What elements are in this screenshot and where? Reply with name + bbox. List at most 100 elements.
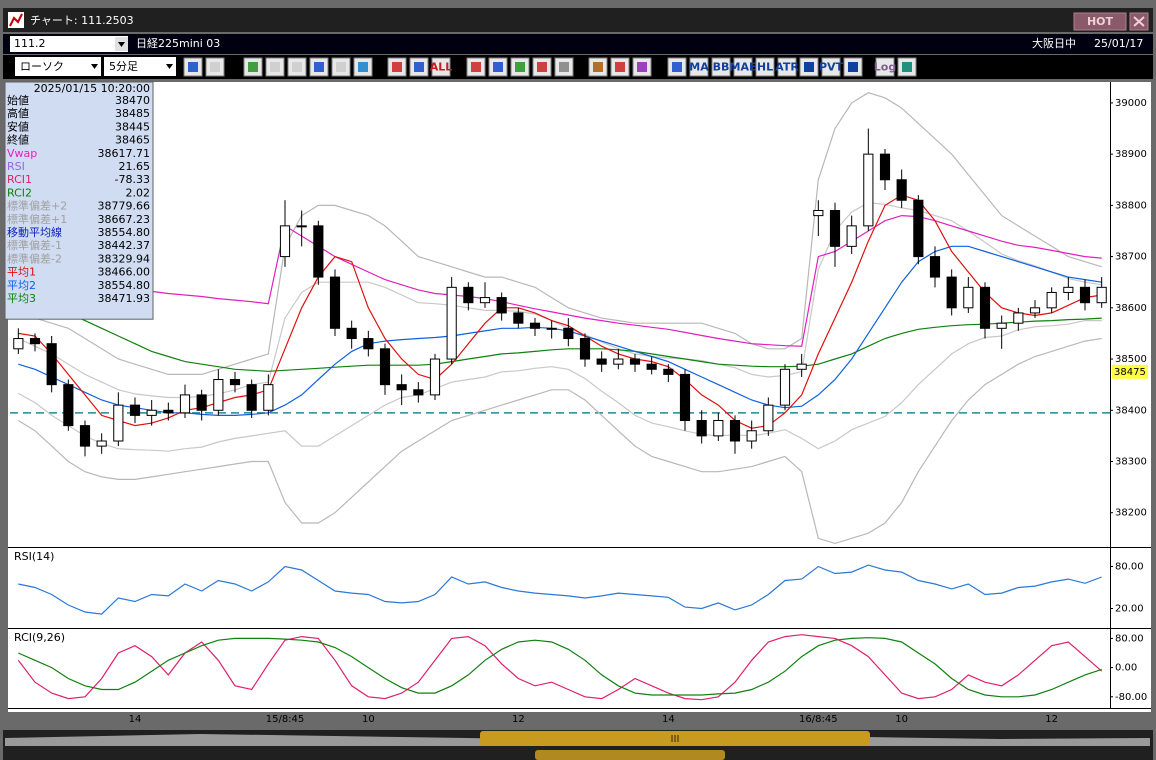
tool-label: MAE [730,61,757,74]
tool-icon [248,62,258,72]
candle-body [563,327,574,340]
symbol-input[interactable] [10,36,128,52]
tool-label: MA [689,61,709,74]
candle-body [946,276,957,309]
candle-body [429,358,441,396]
x-tick-label: 10 [362,714,375,725]
candle-body [1063,286,1074,293]
candle-body [79,425,91,447]
info-label: 高値 [7,106,29,120]
indicator-line [18,564,1102,615]
y-tick-label: 38700 [1115,252,1147,263]
scroll-grip [671,735,679,742]
candle-body [579,338,591,360]
candle-body [796,363,807,370]
info-label: 平均2 [7,279,36,292]
candle-body [446,286,457,360]
y-tick-label: 80.00 [1115,633,1144,644]
tool-button[interactable] [777,57,797,77]
candle-body [313,225,324,278]
candle-body [179,394,191,414]
candle-body [879,153,891,181]
info-label: 標準偏差+1 [7,212,67,226]
app-icon-glyph [9,13,23,27]
tool-icon [559,62,569,72]
tool-label: ALL [430,61,453,74]
dropdown-arrow [118,42,125,47]
overlay-line [18,245,1102,416]
candle-body [546,327,557,330]
y-tick-label: 38500 [1115,354,1147,365]
candle-body [513,312,524,324]
interval-select[interactable] [104,57,176,76]
info-value: 38445 [115,120,150,133]
tool-button[interactable] [875,57,895,77]
info-label: RSI [7,160,25,173]
candle-body [463,286,474,304]
overlay-line [18,92,1102,375]
last-price-box [1112,364,1148,379]
style-select[interactable] [15,57,101,76]
info-value: 38470 [115,94,150,107]
info-label: 標準偏差+2 [7,199,67,213]
candle-body [596,358,607,365]
y-tick-label: 38200 [1115,508,1147,519]
symbol-bar [3,34,1153,54]
tool-icon [593,62,603,72]
tool-icon [902,62,912,72]
candle-body [196,394,207,411]
scroll-thumb-lower[interactable] [535,750,725,760]
candle-body [1096,286,1107,304]
hot-label: HOT [1087,15,1114,28]
tool-icon [471,62,481,72]
candle-body [679,373,691,422]
candle-body [296,225,307,228]
overlay-line [18,320,1102,452]
info-value: -78.33 [115,173,150,186]
candle-body [1013,312,1024,324]
info-label: 安値 [7,119,29,133]
candle-body [913,199,924,258]
candle-body [929,256,941,278]
overlay-line [17,337,1102,545]
symbol-text: 111.2 [14,37,46,50]
overlay-line [18,291,1102,372]
hot-button[interactable] [1073,12,1127,31]
candle-body [696,420,707,437]
candle-body [896,179,907,201]
y-tick-label: 38600 [1115,303,1147,314]
tool-button[interactable] [733,57,753,77]
info-label: RCI1 [7,173,32,186]
info-value: 2.02 [126,186,151,199]
tool-icon [493,62,503,72]
candle-body [746,430,757,442]
tool-button[interactable] [755,57,775,77]
y-tick-label: 38900 [1115,149,1147,160]
interval-text: 5分足 [109,60,138,73]
window-title: チャート: 111.2503 [30,14,134,27]
tool-icon [358,62,368,72]
tool-button[interactable] [689,57,709,77]
candle-body [479,297,491,304]
y-tick-label: 38400 [1115,405,1147,416]
y-tick-label: 20.00 [1115,604,1144,615]
info-value: 21.65 [119,160,151,173]
info-label: 終値 [7,133,29,147]
tool-button[interactable] [821,57,841,77]
candle-body [613,358,624,365]
candle-body [996,322,1007,329]
info-label: Vwap [7,147,37,160]
info-label: 平均1 [7,266,36,279]
candle-body [1029,307,1041,314]
candle-body [663,368,674,375]
tool-button[interactable] [711,57,731,77]
tool-icon [848,62,858,72]
info-value: 38554.80 [98,226,151,239]
tool-icon [804,62,814,72]
tool-button[interactable] [431,57,451,77]
tool-label: Log [874,61,896,74]
candle-body [113,404,124,442]
y-tick-label: 80.00 [1115,562,1144,573]
candle-body [29,338,41,345]
info-value: 38471.93 [98,292,151,305]
